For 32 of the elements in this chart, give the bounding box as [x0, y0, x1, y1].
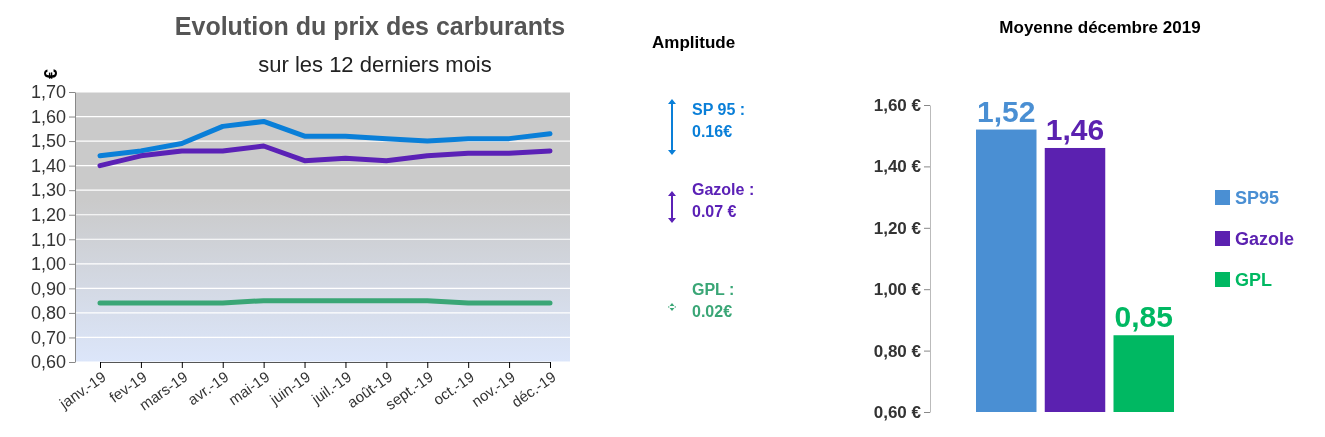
y-tick-label: 1,00: [30, 254, 66, 275]
y-tick-label: 1,00 €: [873, 280, 922, 300]
y-tick-label: 1,60: [30, 106, 66, 127]
y-tick-label: 1,30: [30, 180, 66, 201]
text: SP 95 : 0.16€: [692, 101, 746, 140]
y-tick-label: 1,70: [30, 82, 66, 103]
y-tick-label: 0,80: [30, 303, 66, 324]
y-tick-label: 1,40: [30, 155, 66, 176]
chart-title: Evolution du prix des carburants: [174, 12, 566, 40]
data-label: 1,46: [1045, 112, 1105, 146]
text: GPL : 0.02€: [692, 281, 735, 320]
data-label: 1,52: [977, 94, 1036, 128]
y-tick-label: 0,60 €: [873, 402, 922, 422]
y-tick-label: 0,90: [30, 278, 66, 299]
y-tick-label: 1,60 €: [873, 95, 922, 115]
legend-label: SP95: [1235, 188, 1280, 208]
y-tick-label: 0,80 €: [873, 341, 922, 361]
data-label: 0,85: [1114, 300, 1173, 334]
chart-subtitle: sur les 12 derniers mois: [258, 52, 492, 77]
y-tick-label: 0,70: [30, 327, 66, 348]
legend-label: Gazole: [1235, 229, 1295, 249]
y-tick-label: 1,40 €: [873, 157, 922, 177]
y-tick-label: 0,60: [30, 352, 66, 373]
y-tick-label: 1,50: [30, 131, 66, 152]
y-axis-title: €: [40, 68, 61, 80]
text: Gazole : 0.07 €: [692, 181, 755, 220]
y-tick-label: 1,20 €: [873, 218, 922, 238]
legend-label: GPL: [1235, 270, 1273, 290]
text: Amplitude: [652, 33, 736, 52]
y-tick-label: 1,20: [30, 204, 66, 225]
chart-title: Moyenne décembre 2019: [999, 18, 1201, 37]
y-tick-label: 1,10: [30, 229, 66, 250]
